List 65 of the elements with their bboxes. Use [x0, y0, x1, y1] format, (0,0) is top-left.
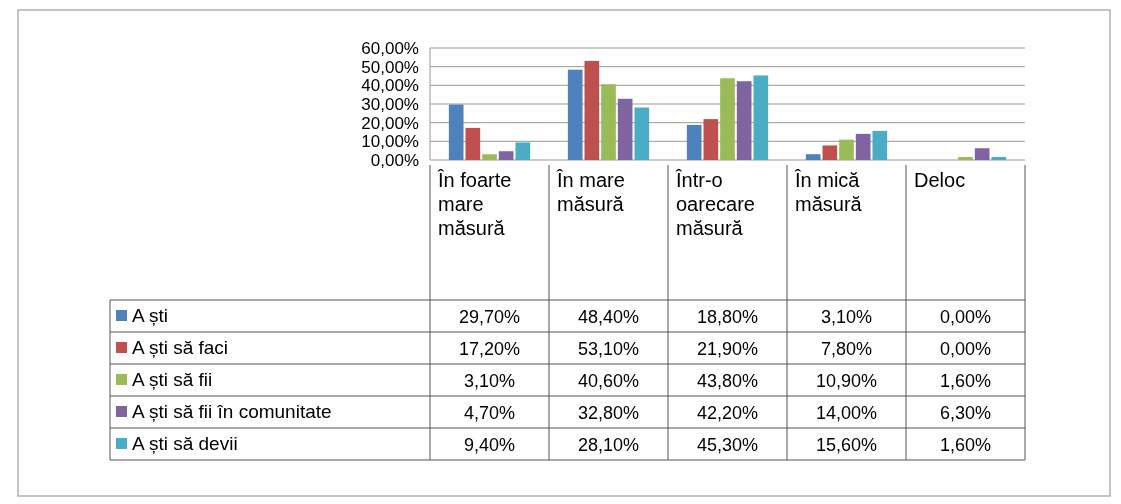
data-label: 9,40%: [463, 435, 516, 455]
data-label: 1,60%: [939, 435, 992, 455]
bar: [958, 157, 973, 160]
data-label: 1,60%: [939, 371, 992, 391]
bar: [753, 75, 769, 160]
bar: [482, 154, 497, 160]
y-tick-label: 60,00%: [361, 38, 419, 58]
bar: [974, 148, 990, 160]
y-tick-label: 10,00%: [361, 132, 419, 152]
data-label: 48,40%: [577, 307, 640, 327]
data-label: 18,80%: [696, 307, 759, 327]
data-label: 14,00%: [815, 403, 878, 423]
y-tick-label: 30,00%: [361, 94, 419, 114]
bar: [822, 145, 838, 160]
data-label: 28,10%: [577, 435, 640, 455]
y-tick-label: 40,00%: [361, 76, 419, 96]
data-label: 3,10%: [820, 307, 873, 327]
bar: [872, 130, 888, 160]
y-tick-label: 0,00%: [370, 150, 419, 170]
bar: [567, 69, 583, 160]
data-label: 0,00%: [939, 339, 992, 359]
data-label: 4,70%: [463, 403, 516, 423]
x-tick-label: Deloc: [914, 169, 966, 191]
y-tick-label: 20,00%: [361, 113, 419, 133]
y-tick-label: 50,00%: [361, 57, 419, 77]
data-label: 21,90%: [696, 339, 759, 359]
data-label: 42,20%: [696, 403, 759, 423]
x-tick-label: În foarte mare măsură: [437, 169, 512, 239]
data-label: 40,60%: [577, 371, 640, 391]
bar: [617, 98, 633, 160]
data-label: 17,20%: [458, 339, 521, 359]
data-label: 32,80%: [577, 403, 640, 423]
data-label: 45,30%: [696, 435, 759, 455]
data-label: 29,70%: [458, 307, 521, 327]
x-tick-label: În mică măsură: [794, 169, 863, 215]
bar: [515, 142, 531, 160]
bar: [720, 78, 735, 160]
data-label: 3,10%: [463, 371, 516, 391]
bar: [736, 81, 752, 160]
bar: [991, 157, 1007, 160]
bar: [805, 154, 821, 160]
bar: [498, 151, 514, 160]
bar: [465, 127, 481, 160]
data-label: 43,80%: [696, 371, 759, 391]
bar: [448, 104, 464, 160]
bar: [703, 119, 719, 160]
legend-label: A ști să faci: [132, 337, 229, 358]
bar: [686, 124, 702, 160]
data-label: 6,30%: [939, 403, 992, 423]
legend-label: A ști să devii: [132, 433, 238, 454]
legend-label: A ști: [132, 305, 168, 326]
legend-label: A ști să fii: [132, 369, 213, 390]
bar: [839, 139, 854, 160]
bar: [584, 60, 600, 160]
x-tick-label: În mare măsură: [556, 169, 625, 215]
bar: [855, 133, 871, 160]
data-label: 7,80%: [820, 339, 873, 359]
legend-label: A ști să fii în comunitate: [132, 401, 332, 422]
data-label: 10,90%: [815, 371, 878, 391]
data-label: 53,10%: [577, 339, 640, 359]
data-label: 0,00%: [939, 307, 992, 327]
x-tick-label: Într-o oarecare măsură: [675, 169, 755, 239]
bar: [634, 107, 650, 160]
bar: [601, 84, 616, 160]
data-label: 15,60%: [815, 435, 878, 455]
